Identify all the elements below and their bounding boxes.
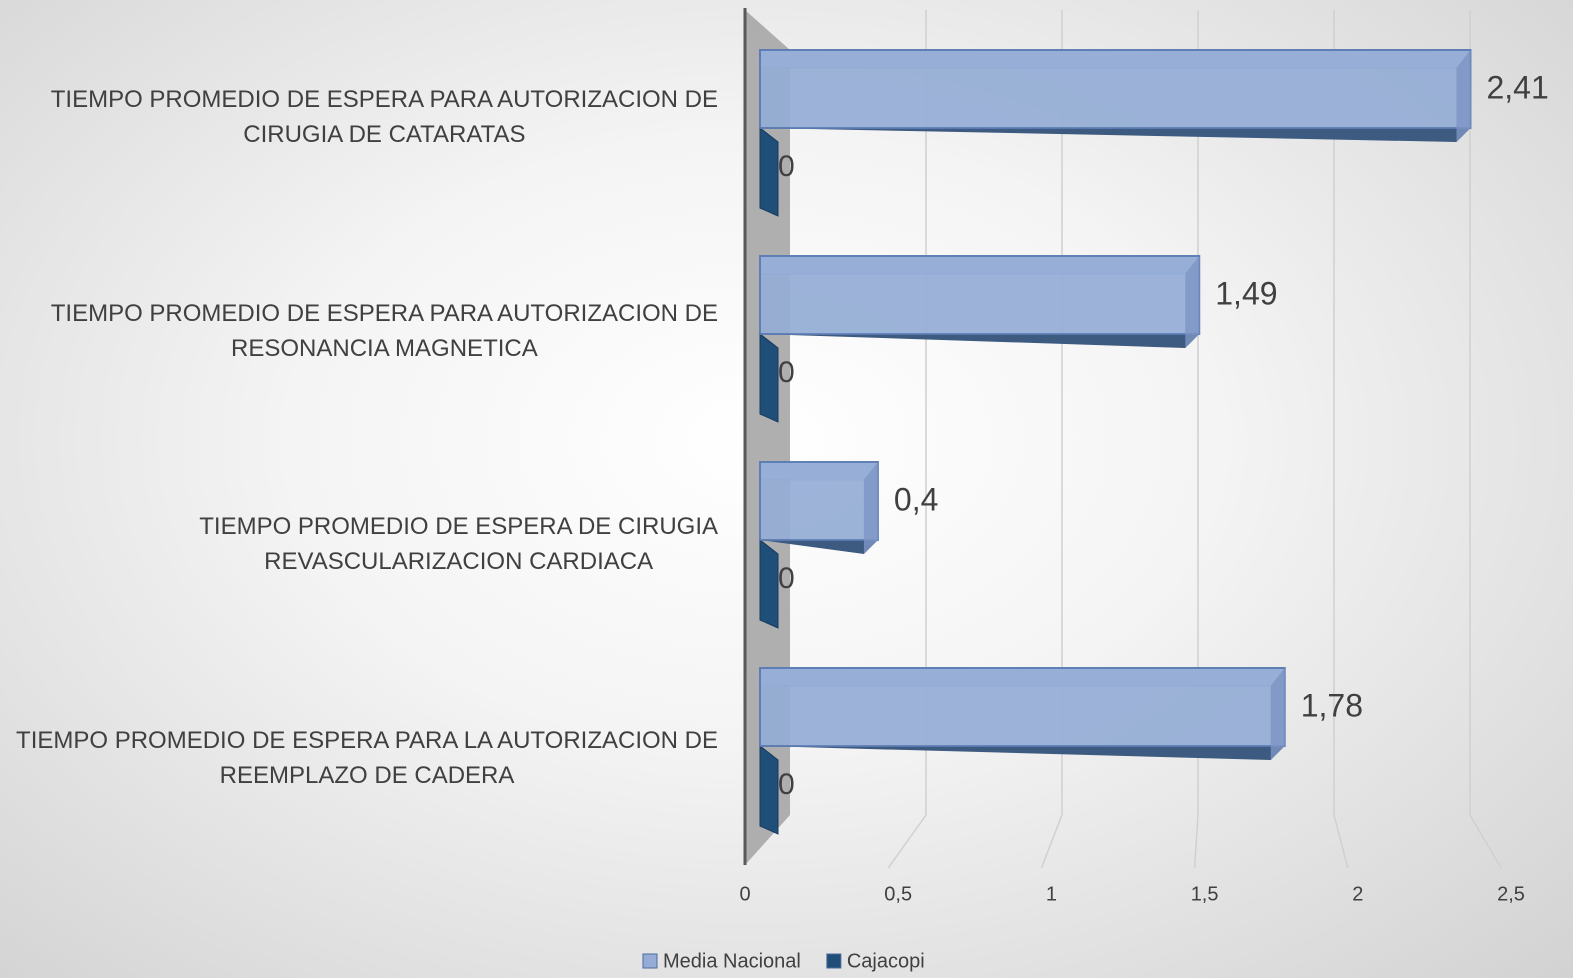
x-tick-label: 0: [739, 883, 750, 905]
x-tick-label: 1: [1046, 883, 1057, 905]
bar-back: [760, 128, 1471, 142]
grid-line: [1333, 10, 1349, 869]
bar-back: [760, 334, 1200, 348]
x-tick-label: 2,5: [1497, 883, 1525, 905]
bar-end: [863, 462, 878, 554]
category-text: TIEMPO PROMEDIO DE ESPERA PARA AUTORIZAC…: [50, 86, 718, 148]
bar-side: [759, 744, 779, 835]
bar-end: [1456, 50, 1471, 142]
x-tick-label: 2: [1352, 883, 1363, 905]
value-label: 2,41: [1486, 69, 1548, 105]
legend-label: Media Nacional: [663, 950, 801, 972]
bar-side: [759, 538, 779, 629]
bar-back: [760, 540, 878, 554]
grid-line: [1469, 10, 1502, 869]
bar-back: [760, 746, 1285, 760]
value-label: 1,49: [1215, 275, 1277, 311]
bar: [759, 667, 1286, 747]
legend-label: Cajacopi: [847, 950, 925, 972]
legend-swatch: [826, 953, 842, 969]
value-label: 0: [778, 768, 795, 801]
value-label: 1,78: [1301, 687, 1363, 723]
category-label: TIEMPO PROMEDIO DE ESPERA PARA AUTORIZAC…: [0, 296, 718, 366]
category-text: TIEMPO PROMEDIO DE ESPERA PARA LA AUTORI…: [16, 727, 718, 790]
value-label: 0: [778, 150, 795, 183]
bar: [759, 461, 879, 541]
bar-end: [1185, 256, 1200, 348]
side-wall: [745, 10, 790, 865]
bar-end: [1270, 668, 1285, 760]
category-label: TIEMPO PROMEDIO DE ESPERA DE CIRUGIA REV…: [0, 509, 718, 579]
bar: [759, 49, 1472, 129]
legend-swatch: [642, 953, 658, 969]
bar-side: [759, 126, 779, 217]
category-text: TIEMPO PROMEDIO DE ESPERA PARA AUTORIZAC…: [50, 299, 718, 362]
value-label: 0: [778, 562, 795, 595]
bar: [759, 255, 1201, 335]
value-label: 0,4: [894, 481, 938, 517]
category-text: TIEMPO PROMEDIO DE ESPERA DE CIRUGIA REV…: [199, 513, 718, 576]
x-tick-label: 0,5: [884, 883, 912, 905]
value-label: 0: [778, 356, 795, 389]
bar-side: [759, 332, 779, 423]
x-tick-label: 1,5: [1191, 883, 1219, 905]
category-label: TIEMPO PROMEDIO DE ESPERA PARA AUTORIZAC…: [0, 82, 718, 152]
category-label: TIEMPO PROMEDIO DE ESPERA PARA LA AUTORI…: [0, 723, 718, 793]
